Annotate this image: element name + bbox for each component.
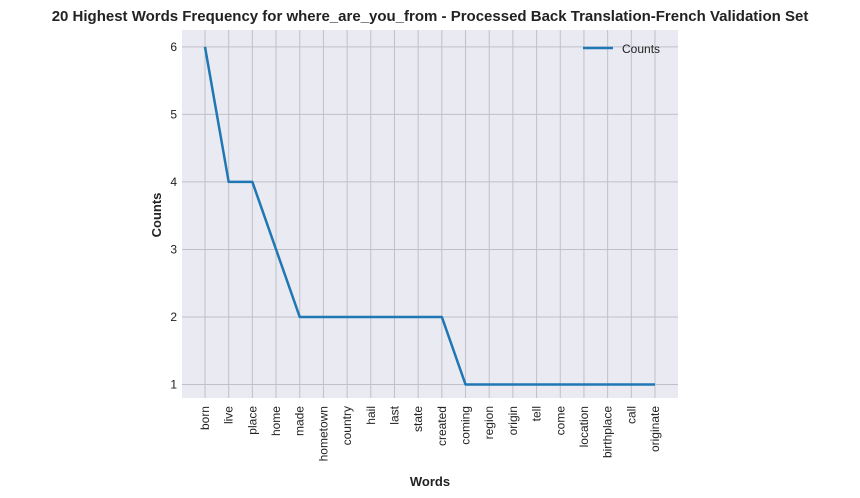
x-tick-label: last [387,405,401,424]
series-group [203,46,655,386]
x-tick-label: live [222,406,236,424]
x-tick-label: created [435,406,449,446]
y-tick-label: 2 [170,310,177,324]
x-tick-label: place [245,406,259,435]
x-tick-label: home [269,406,283,436]
y-axis-ticks: 1 2 3 4 5 6 [170,40,177,392]
chart-title: 20 Highest Words Frequency for where_are… [52,8,809,25]
grid [182,30,678,398]
x-tick-label: origin [506,406,520,435]
x-tick-label: hail [364,406,378,425]
x-tick-label: region [482,406,496,439]
x-tick-label: originate [648,406,662,452]
x-axis-ticks: born live place home made hometown country hail… [198,405,662,461]
x-tick-label: come [553,406,567,436]
x-tick-label: born [198,406,212,430]
x-tick-label: coming [459,406,473,445]
x-axis-label: Words [410,474,450,489]
y-tick-label: 3 [170,242,177,256]
x-tick-label: birthplace [601,406,615,458]
x-tick-label: hometown [316,406,330,461]
plot-area [182,30,678,398]
y-tick-label: 4 [170,175,177,189]
y-tick-label: 6 [170,40,177,54]
legend: Counts [583,42,660,56]
y-tick-label: 1 [170,377,177,391]
x-tick-label: made [293,406,307,436]
x-tick-label: location [577,406,591,447]
legend-label-counts: Counts [622,42,660,56]
x-tick-label: state [411,406,425,432]
x-tick-label: tell [530,406,544,421]
series-line-counts [203,46,655,386]
y-axis-label: Counts [149,193,164,238]
x-tick-label: call [624,406,638,424]
y-tick-label: 5 [170,107,177,121]
x-tick-label: country [340,406,354,445]
